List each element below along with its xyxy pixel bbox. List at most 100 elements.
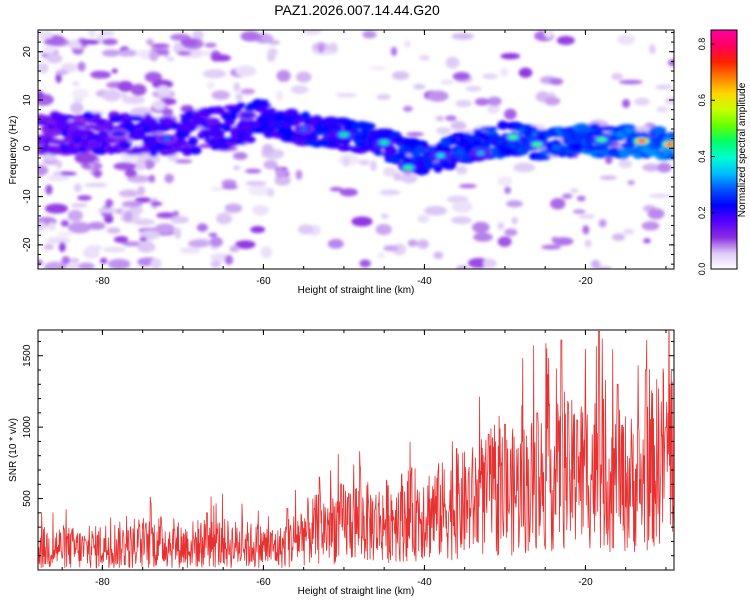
noise-blob (649, 193, 671, 199)
noise-blob (73, 183, 82, 193)
spectrogram-x-axis-label: Height of straight line (km) (298, 285, 415, 296)
noise-blob (393, 172, 403, 182)
spectral-hotspot (597, 137, 606, 142)
noise-blob (336, 93, 357, 98)
noise-blob (71, 81, 80, 87)
noise-blob (78, 262, 95, 269)
noise-blob (70, 258, 80, 263)
spectral-band-blob (337, 144, 353, 152)
noise-blob (506, 200, 523, 208)
noise-blob (208, 232, 218, 237)
noise-blob (240, 88, 256, 95)
noise-blob (370, 160, 377, 172)
noise-blob (472, 221, 490, 233)
spectrogram-heatmap (38, 30, 674, 269)
noise-blob (275, 168, 285, 179)
noise-blob (406, 131, 424, 137)
colorbar-tick-label: 0.4 (697, 150, 707, 163)
noise-blob (342, 156, 350, 167)
noise-blob (295, 169, 303, 180)
snr-x-axis-label: Height of straight line (km) (298, 586, 415, 597)
spectral-band-blob (447, 161, 457, 170)
noise-blob (611, 233, 626, 241)
noise-blob (497, 176, 513, 187)
noise-blob (118, 189, 140, 198)
noise-blob (451, 32, 475, 40)
spectral-hotspot (339, 132, 348, 137)
noise-blob (139, 236, 148, 242)
noise-blob (43, 243, 55, 250)
noise-blob (500, 52, 521, 60)
colorbar-tick-label: 0.8 (697, 38, 707, 51)
noise-blob (504, 228, 518, 237)
noise-blob (154, 223, 176, 234)
spectral-hotspot (380, 140, 389, 145)
noise-blob (649, 44, 656, 55)
noise-blob (113, 236, 129, 243)
colorbar-label: Normalized spectral amplitude (737, 82, 748, 217)
noise-blob (541, 244, 562, 250)
noise-blob (170, 215, 190, 224)
noise-blob (327, 238, 344, 249)
noise-blob (60, 220, 70, 227)
noise-blob (67, 221, 92, 234)
spectral-band-blob (211, 129, 225, 138)
y-tick-label: 10 (22, 94, 33, 106)
noise-blob (283, 171, 290, 177)
noise-blob (56, 231, 74, 237)
noise-blob (424, 205, 448, 216)
noise-blob (87, 221, 106, 230)
snr-series (38, 330, 674, 569)
noise-blob (417, 239, 429, 249)
spectral-band-blob (479, 126, 498, 131)
noise-blob (252, 204, 269, 216)
x-tick-label: -80 (95, 276, 110, 287)
y-tick-label: -10 (22, 189, 33, 204)
noise-blob (267, 48, 278, 57)
noise-blob (67, 209, 83, 222)
y-tick-label: 0 (22, 145, 33, 151)
spectral-band-blob (103, 119, 114, 130)
noise-blob (617, 34, 636, 45)
noise-blob (456, 165, 468, 175)
noise-blob (664, 96, 674, 105)
spectral-band-blob (665, 153, 674, 160)
noise-blob (58, 241, 66, 253)
colorbar-ticks: 0.0 0.2 0.4 0.6 0.8 (697, 38, 715, 275)
spectrogram-panel: -80 -60 -40 -20 20 10 0 -10 -20 Height of straig… (8, 29, 675, 296)
noise-blob (261, 143, 274, 155)
noise-blob (611, 72, 624, 81)
y-tick-label: 1500 (22, 344, 33, 367)
noise-blob (137, 242, 156, 253)
noise-blob (440, 79, 454, 85)
noise-blob (38, 93, 54, 106)
noise-blob (130, 83, 147, 96)
noise-blob (458, 183, 477, 189)
noise-blob (105, 199, 114, 208)
snr-line (38, 330, 674, 569)
chart-title: PAZ1.2026.007.14.44.G20 (274, 2, 440, 18)
noise-blob (656, 106, 669, 113)
noise-blob (172, 210, 179, 217)
noise-blob (117, 80, 134, 92)
spectral-band-blob (143, 117, 158, 125)
noise-blob (369, 66, 386, 71)
noise-blob (221, 185, 239, 190)
noise-blob (106, 227, 121, 234)
spectral-band-blob (129, 115, 145, 121)
x-tick-label: -40 (417, 577, 432, 588)
snr-axes: -80 -60 -40 -20 500 1000 1500 (22, 330, 674, 588)
noise-blob (137, 185, 146, 196)
noise-blob (627, 180, 635, 186)
noise-blob (44, 203, 69, 214)
noise-blob (417, 214, 429, 223)
noise-blob (518, 67, 533, 78)
noise-blob (150, 43, 170, 49)
noise-blob (42, 158, 61, 165)
noise-blob (317, 42, 325, 54)
colorbar-gradient (710, 29, 738, 270)
noise-blob (436, 127, 451, 135)
noise-blob (174, 227, 182, 240)
y-tick-label: -20 (22, 237, 33, 252)
